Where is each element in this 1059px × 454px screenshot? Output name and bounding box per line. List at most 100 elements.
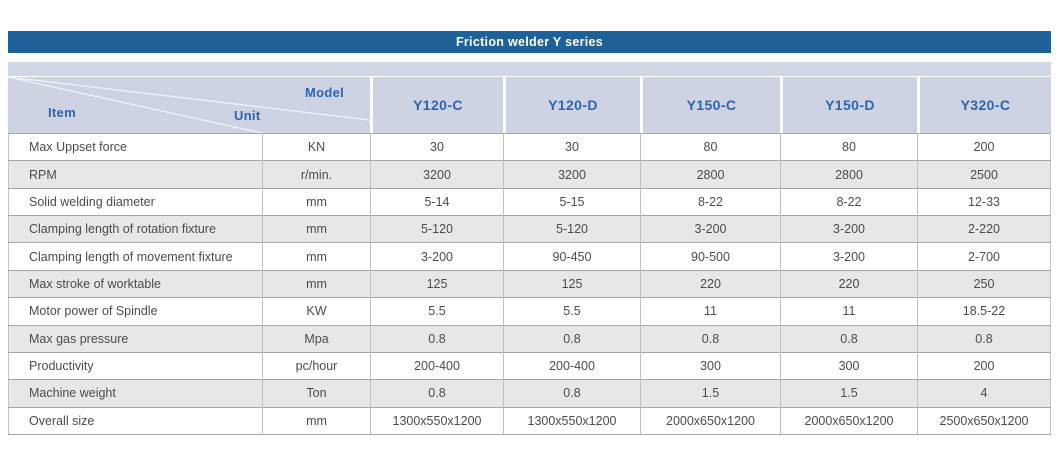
corner-unit-label: Unit <box>234 108 261 123</box>
value-cell: 0.8 <box>780 325 918 353</box>
value-cell: 3-200 <box>640 215 781 243</box>
value-cell: 0.8 <box>503 325 641 353</box>
value-cell: 5.5 <box>370 297 504 326</box>
table-row: Machine weight Ton 0.8 0.8 1.5 1.5 4 <box>8 379 1051 408</box>
value-cell: 18.5-22 <box>917 297 1051 326</box>
value-cell: 8-22 <box>780 188 918 216</box>
table-row: RPM r/min. 3200 3200 2800 2800 2500 <box>8 160 1051 189</box>
column-header-model: Y120-C <box>370 77 503 133</box>
item-cell: Clamping length of movement fixture <box>29 249 233 264</box>
value-cell: 8-22 <box>640 188 781 216</box>
value-cell: 2500x650x1200 <box>917 407 1051 435</box>
spec-table: Max Uppset force KN 30 30 80 80 200 RPM r/min. 32… <box>8 133 1051 435</box>
unit-cell: mm <box>262 407 371 435</box>
value-cell: 4 <box>917 379 1051 408</box>
item-cell: Solid welding diameter <box>29 194 155 209</box>
value-cell: 200-400 <box>503 352 641 380</box>
value-cell: 2500 <box>917 160 1051 189</box>
table-row: Overall size mm 1300x550x1200 1300x550x1200… <box>8 407 1051 435</box>
value-cell: 30 <box>370 133 504 161</box>
title-bar: Friction welder Y series <box>8 31 1051 53</box>
value-cell: 3200 <box>370 160 504 189</box>
item-cell: Clamping length of rotation fixture <box>8 215 263 243</box>
value-cell: 1300x550x1200 <box>370 407 504 435</box>
title-text: Friction welder Y series <box>455 35 604 49</box>
value-cell: 3-200 <box>370 242 504 271</box>
value-cell: 12-33 <box>917 188 1051 216</box>
table-header-row: Item Unit Model Y120-C Y120-D Y150-C Y150-D… <box>8 77 1051 133</box>
unit-cell: mm <box>262 242 371 271</box>
value-cell: 200 <box>917 352 1051 380</box>
item-cell: Max gas pressure <box>8 325 263 353</box>
column-header-model: Y320-C <box>917 77 1051 133</box>
unit-cell: mm <box>262 215 371 243</box>
value-cell: 0.8 <box>917 325 1051 353</box>
value-cell: 200 <box>917 133 1051 161</box>
value-cell: 2-700 <box>917 242 1051 271</box>
column-header-model: Y120-D <box>503 77 640 133</box>
unit-cell: Mpa <box>262 325 371 353</box>
value-cell: 125 <box>370 270 504 298</box>
table-row: Clamping length of rotation fixture mm 5-1… <box>8 215 1051 243</box>
value-cell: 11 <box>780 297 918 326</box>
value-cell: 5-120 <box>370 215 504 243</box>
value-cell: 3-200 <box>780 215 918 243</box>
value-cell: 2800 <box>780 160 918 189</box>
value-cell: 300 <box>640 352 781 380</box>
table-row: Max gas pressure Mpa 0.8 0.8 0.8 0.8 0.8 <box>8 325 1051 353</box>
value-cell: 300 <box>780 352 918 380</box>
value-cell: 220 <box>640 270 781 298</box>
header-band <box>8 62 1051 76</box>
unit-cell: KN <box>262 133 371 161</box>
corner-item-label: Item <box>48 105 76 120</box>
value-cell: 0.8 <box>503 379 641 408</box>
value-cell: 30 <box>503 133 641 161</box>
value-cell: 0.8 <box>640 325 781 353</box>
diagonal-divider-lines <box>8 77 370 133</box>
unit-cell: Ton <box>262 379 371 408</box>
item-cell: Max Uppset force <box>29 140 127 155</box>
spec-table-body: Max Uppset force KN 30 30 80 80 200 RPM r/min. 32… <box>8 133 1051 435</box>
value-cell: 5-120 <box>503 215 641 243</box>
item-cell: Overall size <box>29 413 95 428</box>
table-row: Productivity pc/hour 200-400 200-400 300 300 2… <box>8 352 1051 380</box>
unit-cell: mm <box>262 270 371 298</box>
value-cell: 2800 <box>640 160 781 189</box>
unit-cell: KW <box>262 297 371 326</box>
item-cell: Machine weight <box>8 379 263 408</box>
value-cell: 1.5 <box>640 379 781 408</box>
item-cell: Max stroke of worktable <box>8 270 263 298</box>
value-cell: 90-500 <box>640 242 781 271</box>
column-header-model: Y150-C <box>640 77 780 133</box>
table-row: Solid welding diameter mm 5-14 5-15 8-22 8-22… <box>8 188 1051 216</box>
value-cell: 2000x650x1200 <box>780 407 918 435</box>
table-row: Clamping length of movement fixture mm 3-2… <box>8 242 1051 271</box>
value-cell: 80 <box>640 133 781 161</box>
value-cell: 3-200 <box>780 242 918 271</box>
value-cell: 220 <box>780 270 918 298</box>
value-cell: 200-400 <box>370 352 504 380</box>
unit-cell: pc/hour <box>262 352 371 380</box>
item-cell: RPM <box>8 160 263 189</box>
table-row: Max stroke of worktable mm 125 125 220 220 250 <box>8 270 1051 298</box>
value-cell: 5-15 <box>503 188 641 216</box>
value-cell: 90-450 <box>503 242 641 271</box>
value-cell: 1300x550x1200 <box>503 407 641 435</box>
value-cell: 125 <box>503 270 641 298</box>
value-cell: 2000x650x1200 <box>640 407 781 435</box>
value-cell: 0.8 <box>370 379 504 408</box>
value-cell: 250 <box>917 270 1051 298</box>
value-cell: 5.5 <box>503 297 641 326</box>
value-cell: 0.8 <box>370 325 504 353</box>
table-row: Max Uppset force KN 30 30 80 80 200 <box>8 133 1051 161</box>
value-cell: 2-220 <box>917 215 1051 243</box>
item-cell: Productivity <box>29 359 94 374</box>
value-cell: 5-14 <box>370 188 504 216</box>
column-header-model: Y150-D <box>780 77 917 133</box>
unit-cell: mm <box>262 188 371 216</box>
table-row: Motor power of Spindle KW 5.5 5.5 11 11 18.5-2… <box>8 297 1051 326</box>
unit-cell: r/min. <box>262 160 371 189</box>
corner-model-label: Model <box>305 85 345 100</box>
value-cell: 1.5 <box>780 379 918 408</box>
